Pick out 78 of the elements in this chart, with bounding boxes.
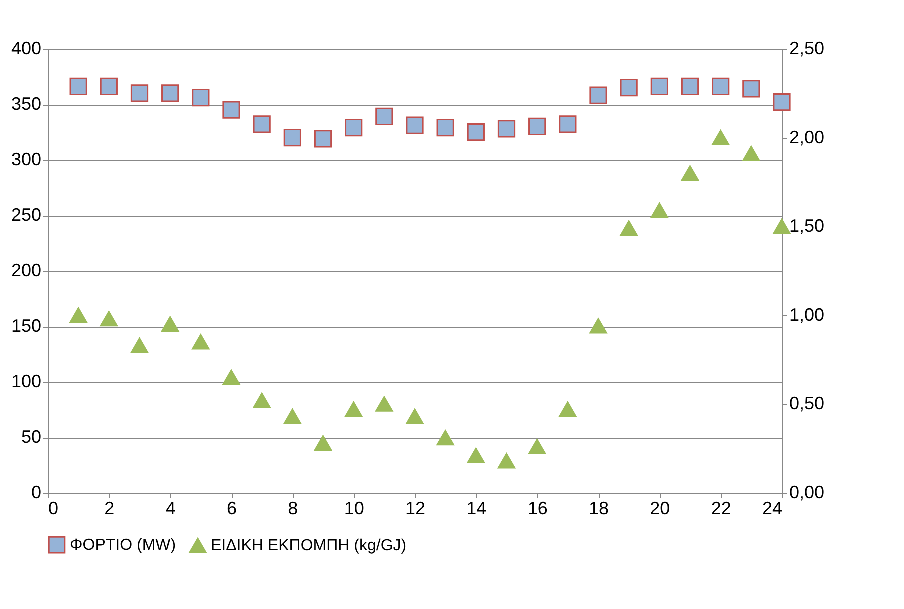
point (467, 448, 485, 464)
point (345, 119, 363, 137)
point (712, 78, 730, 96)
point (498, 120, 516, 138)
point (681, 166, 700, 182)
x-tick-label: 0 (48, 498, 59, 518)
point (712, 130, 730, 146)
y-tick-label: 100 (11, 372, 42, 392)
point (192, 334, 210, 350)
y2-tick-label: 0,00 (790, 482, 825, 502)
y2-tick-label: 2,50 (790, 38, 825, 58)
point (376, 108, 394, 126)
point (436, 430, 454, 446)
x-tick-label: 24 (762, 498, 782, 518)
point (498, 453, 516, 469)
point (345, 402, 363, 418)
point (376, 396, 394, 412)
y2-tick-label: 1,50 (790, 216, 825, 236)
point (130, 338, 149, 354)
y-tick-label: 50 (21, 427, 42, 447)
point (284, 408, 302, 424)
x-tick-label: 22 (711, 498, 732, 518)
point (222, 101, 240, 119)
y2-tick-label: 0,50 (790, 394, 825, 414)
y-tick-label: 250 (11, 205, 42, 225)
point (467, 123, 485, 142)
x-tick-label: 2 (104, 498, 115, 518)
point (100, 78, 118, 96)
point (100, 311, 118, 327)
x-tick-label: 20 (650, 498, 670, 518)
point (742, 146, 760, 162)
point (650, 202, 668, 218)
point (406, 408, 424, 424)
y-tick-label: 350 (11, 94, 42, 114)
x-tick-label: 10 (344, 498, 364, 518)
point (773, 218, 791, 234)
x-tick-label: 12 (405, 498, 426, 518)
y-tick-label: 400 (11, 38, 42, 58)
point (284, 128, 302, 147)
point (162, 84, 180, 102)
point (681, 78, 700, 96)
point (559, 402, 577, 418)
y-tick-label: 200 (11, 260, 42, 280)
point (192, 89, 210, 107)
point (314, 436, 332, 452)
y2-tick-label: 2,00 (790, 127, 825, 148)
point (742, 80, 760, 98)
x-tick-label: 8 (288, 498, 298, 518)
point (528, 439, 546, 455)
point (773, 93, 791, 112)
point (528, 118, 546, 136)
point (253, 392, 271, 408)
point (590, 318, 608, 334)
point (162, 316, 180, 332)
y2-tick-label: 1,00 (790, 304, 825, 325)
y-tick-label: 300 (11, 150, 42, 170)
x-tick-label: 14 (466, 498, 487, 518)
point (222, 370, 240, 386)
point (70, 78, 88, 96)
x-tick-label: 6 (226, 498, 238, 518)
point (650, 78, 668, 96)
y-tick-label: 150 (11, 316, 42, 336)
point (620, 79, 638, 97)
point (590, 86, 608, 104)
x-tick-label: 16 (528, 498, 548, 518)
point (436, 119, 454, 137)
y-tick-label: 0 (31, 482, 42, 502)
point (130, 84, 149, 102)
legend-label: ΕΙΔΙΚΗ ΕΚΠΟΜΠΗ (kg/GJ) (211, 538, 407, 555)
x-tick-label: 4 (166, 498, 176, 518)
x-tick-label: 18 (588, 498, 610, 518)
point (620, 220, 638, 236)
legend-label: ΦΟΡΤΙΟ (MW) (70, 537, 176, 554)
point (253, 116, 271, 134)
point (559, 116, 577, 134)
point (314, 130, 332, 148)
point (70, 308, 88, 324)
point (406, 116, 424, 134)
